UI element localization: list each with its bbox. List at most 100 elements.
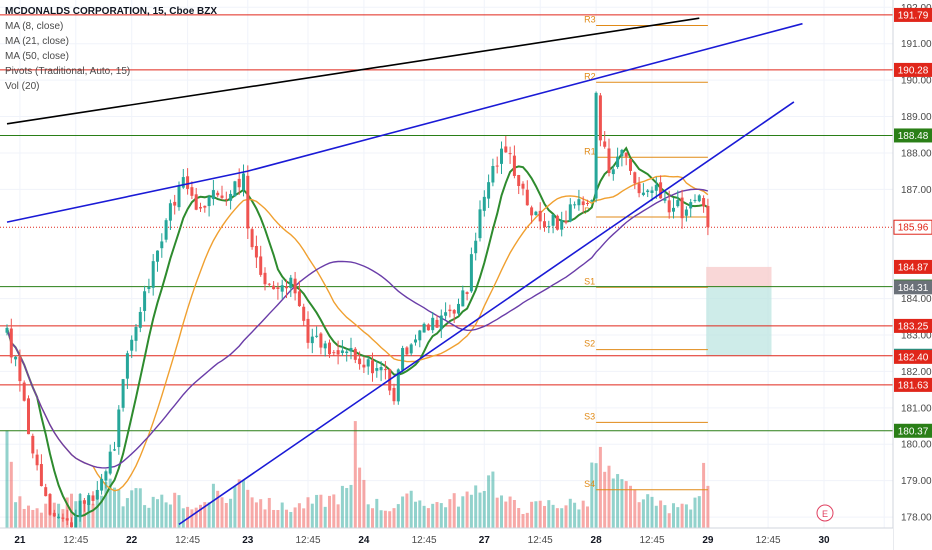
candle-body[interactable] — [250, 229, 254, 248]
candle-body[interactable] — [173, 201, 177, 206]
candle-body[interactable] — [629, 158, 632, 171]
candle-body[interactable] — [465, 292, 469, 294]
candle-body[interactable] — [521, 183, 525, 189]
candle-body[interactable] — [405, 347, 409, 355]
candle-body[interactable] — [577, 199, 581, 206]
candle-body[interactable] — [310, 336, 314, 344]
trendline[interactable] — [6, 170, 248, 223]
candle-body[interactable] — [263, 272, 267, 285]
candle-body[interactable] — [293, 278, 297, 294]
candle-body[interactable] — [607, 148, 611, 174]
candle-body[interactable] — [435, 319, 439, 328]
candle-body[interactable] — [603, 141, 607, 147]
candle-body[interactable] — [594, 92, 598, 199]
candle-body[interactable] — [254, 245, 258, 258]
candle-body[interactable] — [211, 190, 215, 200]
price-badge[interactable] — [894, 318, 932, 333]
candle-body[interactable] — [495, 165, 499, 167]
candle-body[interactable] — [74, 516, 78, 530]
candle-body[interactable] — [478, 209, 482, 239]
candle-body[interactable] — [551, 214, 555, 226]
candle-body[interactable] — [246, 175, 250, 229]
candle-body[interactable] — [392, 387, 396, 402]
candle-body[interactable] — [693, 199, 697, 201]
candle-body[interactable] — [194, 194, 198, 210]
candle-body[interactable] — [108, 451, 112, 474]
candle-body[interactable] — [564, 221, 568, 223]
candle-body[interactable] — [285, 286, 288, 289]
candle-body[interactable] — [276, 287, 280, 289]
candle-body[interactable] — [177, 185, 181, 208]
candle-body[interactable] — [517, 174, 521, 187]
candle-body[interactable] — [95, 489, 99, 500]
candle-body[interactable] — [65, 518, 69, 521]
candle-body[interactable] — [345, 351, 349, 354]
candle-body[interactable] — [684, 209, 688, 216]
legend-vol[interactable]: Vol (20) — [5, 81, 40, 92]
candle-body[interactable] — [371, 360, 374, 374]
candle-body[interactable] — [573, 204, 577, 206]
candle-body[interactable] — [500, 148, 503, 164]
candle-body[interactable] — [418, 330, 422, 341]
candle-body[interactable] — [39, 464, 43, 487]
candle-body[interactable] — [530, 207, 534, 216]
candle-body[interactable] — [91, 495, 95, 501]
candle-body[interactable] — [616, 156, 620, 167]
candle-body[interactable] — [431, 317, 435, 331]
price-badge[interactable] — [894, 128, 932, 143]
trendline[interactable] — [6, 17, 700, 125]
candle-body[interactable] — [207, 196, 211, 207]
candle-body[interactable] — [216, 192, 220, 196]
candle-body[interactable] — [598, 95, 602, 141]
candle-body[interactable] — [702, 198, 706, 207]
price-badge[interactable] — [894, 349, 932, 364]
candle-body[interactable] — [667, 200, 671, 213]
candle-body[interactable] — [61, 517, 65, 519]
candle-body[interactable] — [706, 205, 710, 228]
candle-body[interactable] — [78, 500, 82, 518]
candle-body[interactable] — [396, 369, 400, 402]
candle-body[interactable] — [27, 398, 30, 435]
candle-body[interactable] — [697, 195, 701, 202]
candle-body[interactable] — [138, 311, 142, 328]
candle-body[interactable] — [611, 169, 615, 175]
candle-body[interactable] — [689, 202, 693, 209]
candle-body[interactable] — [336, 350, 340, 355]
candle-body[interactable] — [543, 221, 546, 228]
candle-body[interactable] — [267, 283, 271, 285]
candle-body[interactable] — [581, 201, 585, 206]
price-badge[interactable] — [894, 280, 932, 295]
candle-body[interactable] — [57, 516, 61, 519]
candle-body[interactable] — [379, 367, 383, 371]
candle-body[interactable] — [663, 199, 667, 201]
candle-body[interactable] — [5, 327, 9, 333]
price-badge[interactable] — [894, 377, 932, 392]
candle-body[interactable] — [328, 342, 331, 355]
candle-body[interactable] — [237, 178, 241, 188]
stop-loss-zone[interactable] — [706, 266, 772, 288]
candle-body[interactable] — [125, 353, 129, 379]
candle-body[interactable] — [414, 339, 417, 343]
candle-body[interactable] — [590, 200, 594, 202]
candle-body[interactable] — [452, 310, 456, 314]
candle-body[interactable] — [181, 177, 185, 188]
ma-line-21[interactable] — [6, 175, 709, 492]
candle-body[interactable] — [646, 190, 650, 193]
candle-body[interactable] — [457, 303, 460, 314]
candle-body[interactable] — [156, 250, 159, 262]
candle-body[interactable] — [491, 166, 495, 183]
candle-body[interactable] — [534, 211, 538, 215]
price-badge[interactable] — [893, 219, 932, 235]
legend-pivots[interactable]: Pivots (Traditional, Auto, 15) — [5, 66, 131, 77]
candle-body[interactable] — [48, 494, 52, 515]
candle-body[interactable] — [654, 184, 658, 191]
earnings-event-marker[interactable]: E — [816, 504, 834, 522]
candle-body[interactable] — [151, 261, 155, 288]
candle-body[interactable] — [474, 240, 478, 254]
candle-body[interactable] — [482, 196, 486, 211]
candle-body[interactable] — [448, 309, 452, 312]
candle-body[interactable] — [14, 356, 18, 360]
candle-body[interactable] — [306, 318, 310, 343]
candle-body[interactable] — [422, 323, 426, 333]
